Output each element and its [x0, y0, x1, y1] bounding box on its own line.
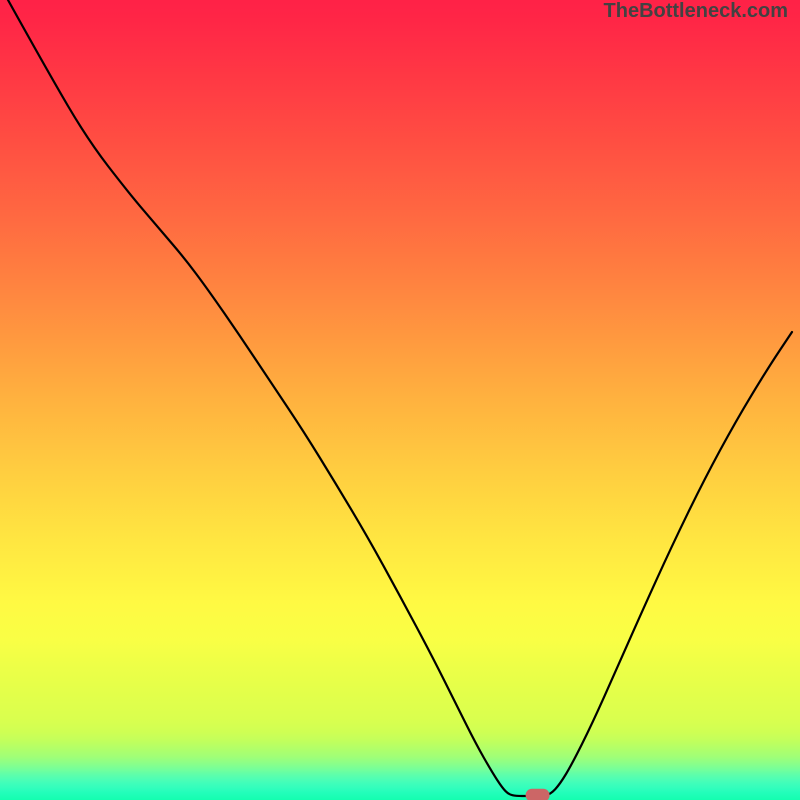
bottleneck-curve-chart: TheBottleneck.com — [0, 0, 800, 800]
optimal-point-marker — [526, 789, 550, 800]
watermark-text: TheBottleneck.com — [604, 0, 788, 23]
chart-svg — [0, 0, 800, 800]
gradient-background — [0, 0, 800, 800]
